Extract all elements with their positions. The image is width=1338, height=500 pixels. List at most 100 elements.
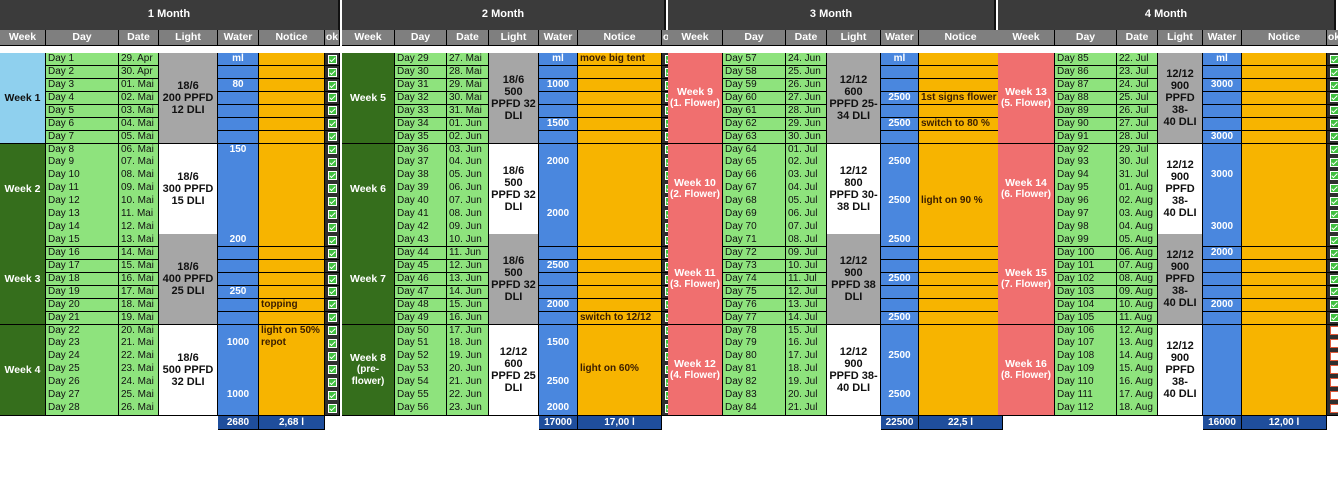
date-cell[interactable]: 23. Jul — [1117, 65, 1158, 80]
date-cell[interactable]: 29. Mai — [447, 78, 489, 93]
water-cell[interactable]: 2000 — [539, 208, 578, 222]
date-cell[interactable]: 29. Apr — [119, 53, 159, 67]
day-cell[interactable]: Day 68 — [723, 195, 786, 209]
notice-cell[interactable] — [919, 324, 1003, 338]
date-cell[interactable]: 28. Mai — [447, 65, 489, 80]
day-cell[interactable]: Day 57 — [723, 53, 786, 67]
ok-checkbox[interactable] — [1327, 311, 1338, 326]
water-cell[interactable]: 80 — [218, 78, 259, 93]
date-cell[interactable]: 17. Jul — [786, 350, 827, 364]
water-cell[interactable] — [881, 208, 919, 222]
ok-checkbox[interactable] — [325, 311, 340, 326]
water-cell[interactable] — [218, 182, 259, 196]
notice-cell[interactable] — [259, 311, 325, 326]
day-cell[interactable]: Day 102 — [1055, 272, 1117, 287]
notice-cell[interactable] — [919, 363, 1003, 377]
ok-checkbox[interactable] — [325, 78, 340, 93]
water-cell[interactable] — [1203, 324, 1242, 338]
day-cell[interactable]: Day 34 — [395, 117, 447, 132]
date-cell[interactable]: 04. Mai — [119, 117, 159, 132]
day-cell[interactable]: Day 15 — [46, 234, 119, 248]
ok-checkbox[interactable] — [1327, 259, 1338, 274]
day-cell[interactable]: Day 48 — [395, 298, 447, 313]
date-cell[interactable]: 07. Mai — [119, 156, 159, 170]
ok-checkbox[interactable] — [325, 195, 340, 209]
water-cell[interactable] — [1203, 376, 1242, 390]
date-cell[interactable]: 09. Mai — [119, 182, 159, 196]
water-cell[interactable] — [218, 169, 259, 183]
notice-cell[interactable] — [1242, 195, 1327, 209]
date-cell[interactable]: 17. Aug — [1117, 389, 1158, 403]
water-cell[interactable] — [539, 246, 578, 261]
water-cell[interactable]: 2500 — [881, 234, 919, 248]
date-cell[interactable]: 12. Jun — [447, 259, 489, 274]
water-cell[interactable]: 250 — [218, 285, 259, 300]
day-cell[interactable]: Day 19 — [46, 285, 119, 300]
notice-cell[interactable] — [1242, 272, 1327, 287]
day-cell[interactable]: Day 32 — [395, 91, 447, 106]
day-cell[interactable]: Day 28 — [46, 402, 119, 416]
day-cell[interactable]: Day 110 — [1055, 376, 1117, 390]
water-cell[interactable] — [1203, 350, 1242, 364]
day-cell[interactable]: Day 71 — [723, 234, 786, 248]
date-cell[interactable]: 02. Jul — [786, 156, 827, 170]
notice-cell[interactable] — [259, 272, 325, 287]
day-cell[interactable]: Day 17 — [46, 259, 119, 274]
water-cell[interactable]: 2500 — [881, 91, 919, 106]
day-cell[interactable]: Day 79 — [723, 337, 786, 351]
notice-cell[interactable] — [919, 143, 1003, 157]
ok-checkbox[interactable] — [1327, 285, 1338, 300]
ok-checkbox[interactable] — [325, 337, 340, 351]
ok-checkbox[interactable] — [325, 130, 340, 144]
date-cell[interactable]: 06. Jun — [447, 182, 489, 196]
date-cell[interactable]: 04. Jul — [786, 182, 827, 196]
day-cell[interactable]: Day 29 — [395, 53, 447, 67]
date-cell[interactable]: 13. Mai — [119, 234, 159, 248]
day-cell[interactable]: Day 104 — [1055, 298, 1117, 313]
date-cell[interactable]: 14. Jun — [447, 285, 489, 300]
date-cell[interactable]: 20. Jun — [447, 363, 489, 377]
water-cell[interactable] — [539, 389, 578, 403]
water-cell[interactable]: 1500 — [539, 117, 578, 132]
date-cell[interactable]: 04. Aug — [1117, 221, 1158, 235]
notice-cell[interactable] — [1242, 53, 1327, 67]
day-cell[interactable]: Day 77 — [723, 311, 786, 326]
day-cell[interactable]: Day 107 — [1055, 337, 1117, 351]
day-cell[interactable]: Day 24 — [46, 350, 119, 364]
notice-cell[interactable]: topping — [259, 298, 325, 313]
day-cell[interactable]: Day 3 — [46, 78, 119, 93]
date-cell[interactable]: 11. Jul — [786, 272, 827, 287]
water-cell[interactable]: 1000 — [539, 78, 578, 93]
day-cell[interactable]: Day 8 — [46, 143, 119, 157]
notice-cell[interactable] — [919, 246, 1003, 261]
water-cell[interactable]: ml — [218, 53, 259, 67]
ok-checkbox[interactable] — [325, 117, 340, 132]
day-cell[interactable]: Day 91 — [1055, 130, 1117, 144]
day-cell[interactable]: Day 85 — [1055, 53, 1117, 67]
date-cell[interactable]: 23. Mai — [119, 363, 159, 377]
day-cell[interactable]: Day 66 — [723, 169, 786, 183]
day-cell[interactable]: Day 4 — [46, 91, 119, 106]
day-cell[interactable]: Day 1 — [46, 53, 119, 67]
date-cell[interactable]: 11. Jun — [447, 246, 489, 261]
ok-checkbox[interactable] — [325, 143, 340, 157]
ok-checkbox[interactable] — [1327, 350, 1338, 364]
day-cell[interactable]: Day 5 — [46, 104, 119, 119]
water-cell[interactable] — [539, 195, 578, 209]
date-cell[interactable]: 22. Jul — [1117, 53, 1158, 67]
water-cell[interactable]: ml — [539, 53, 578, 67]
day-cell[interactable]: Day 54 — [395, 376, 447, 390]
water-cell[interactable] — [881, 298, 919, 313]
water-cell[interactable] — [1203, 272, 1242, 287]
water-cell[interactable] — [218, 376, 259, 390]
day-cell[interactable]: Day 42 — [395, 221, 447, 235]
water-cell[interactable]: 2500 — [881, 156, 919, 170]
water-cell[interactable] — [881, 337, 919, 351]
water-cell[interactable] — [218, 156, 259, 170]
date-cell[interactable]: 27. Jun — [786, 91, 827, 106]
date-cell[interactable]: 05. Mai — [119, 130, 159, 144]
day-cell[interactable]: Day 33 — [395, 104, 447, 119]
date-cell[interactable]: 05. Jul — [786, 195, 827, 209]
water-cell[interactable]: ml — [881, 53, 919, 67]
ok-checkbox[interactable] — [1327, 117, 1338, 132]
